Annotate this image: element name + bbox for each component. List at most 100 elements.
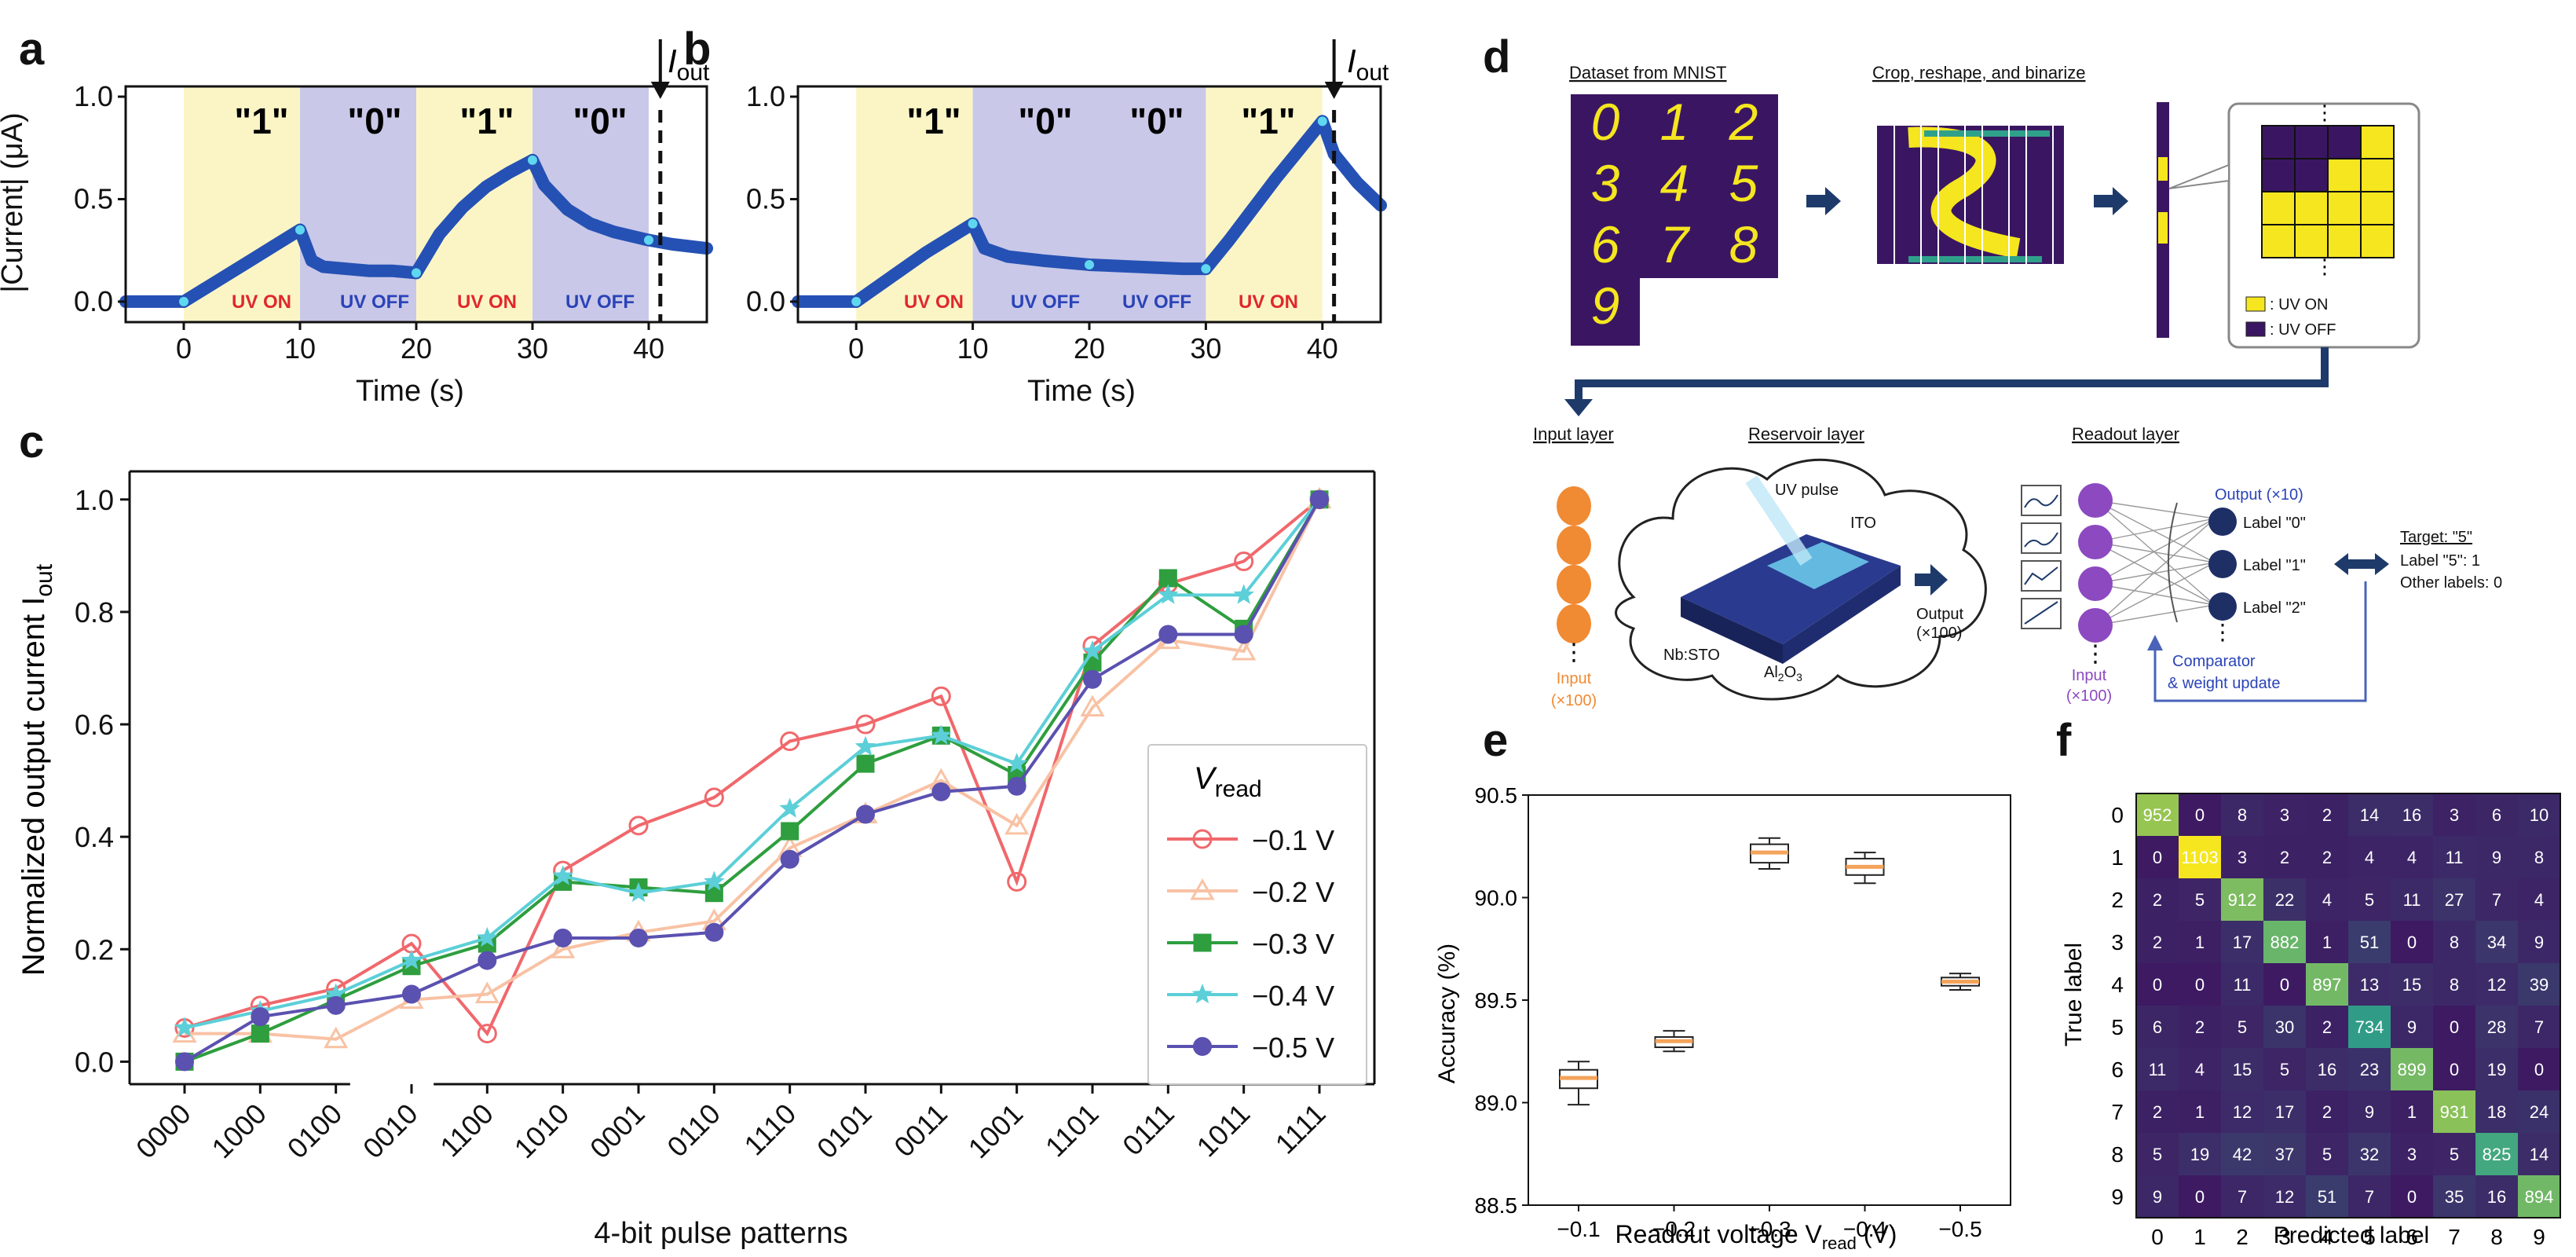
d-crop-window-2 <box>1937 115 1966 269</box>
f-cell-value: 2 <box>2322 805 2332 825</box>
f-cell-value: 7 <box>2365 1187 2374 1207</box>
f-cell <box>2263 1175 2306 1218</box>
f-y-tick-label: 7 <box>2111 1100 2124 1124</box>
d-input-count: (×100) <box>1551 692 1597 709</box>
panel-b-segment-labels: "1" "0" "0" "1" UV ON UV OFF UV OFF UV O… <box>904 101 1298 313</box>
a-uv-off-2: UV OFF <box>565 291 635 313</box>
f-cell <box>2348 878 2391 921</box>
mnist-digit-3: 3 <box>1591 154 1620 212</box>
e-box-2 <box>1654 1030 1694 1053</box>
panel-a-trace <box>119 153 713 308</box>
d-trace-thumb-line <box>2024 532 2058 548</box>
a-seg-label-3: "1" <box>459 101 514 141</box>
f-cell-value: 32 <box>2360 1145 2379 1164</box>
f-cell-value: 10 <box>2530 805 2549 825</box>
f-cell-value: 0 <box>2195 805 2205 825</box>
pulse-band-4 <box>532 86 649 322</box>
zoom-pixel <box>2294 224 2329 258</box>
f-cell-value: 4 <box>2407 848 2417 867</box>
mnist-digit-4: 4 <box>1660 154 1689 212</box>
f-cell <box>2306 921 2348 963</box>
pulse-edge-marker <box>294 223 306 236</box>
d-crop-window-4 <box>2025 115 2054 269</box>
a-ylabel: |Current| (μA) <box>0 112 29 293</box>
c-data-point <box>1007 776 1026 796</box>
x-tick-label: 1110 <box>737 1098 802 1162</box>
y-tick-label: 0.0 <box>746 285 785 317</box>
f-cell <box>2475 921 2518 963</box>
a-seg-label-1: "1" <box>234 101 288 141</box>
f-cell <box>2263 836 2306 878</box>
y-tick-label: 0.2 <box>75 933 114 966</box>
d-comparator-text: Comparator <box>2172 653 2256 670</box>
panel-b-current-trace: "1" "0" "0" "1" UV ON UV OFF UV OFF UV O… <box>746 39 1389 408</box>
panel-e-boxes <box>1559 837 1980 1106</box>
d-trace-thumb <box>2021 560 2062 592</box>
f-cell <box>2433 1090 2475 1133</box>
x-tick-label: 1011 <box>1191 1098 1257 1164</box>
f-cell-value: 14 <box>2530 1145 2549 1164</box>
e-box-3 <box>1750 837 1789 870</box>
f-cell <box>2433 878 2475 921</box>
f-cell <box>2179 1133 2221 1175</box>
c-data-point <box>628 815 649 836</box>
c-data-point <box>704 884 723 903</box>
c-data-point <box>1083 669 1102 689</box>
x-tick-label: 10 <box>957 332 989 365</box>
x-tick-label: 0101 <box>810 1098 878 1165</box>
d-input-layer-title: Input layer <box>1533 424 1614 444</box>
x-tick-label: 0011 <box>887 1098 953 1164</box>
f-cell <box>2179 1175 2221 1218</box>
d-flow-arrowhead-icon <box>1564 399 1593 416</box>
f-cell-value: 1 <box>2407 1102 2417 1122</box>
f-cell-value: 882 <box>2270 933 2300 952</box>
y-tick-label: 0.4 <box>75 821 114 853</box>
mnist-digit-9: 9 <box>1591 277 1620 335</box>
c-series-5 <box>175 489 1329 1072</box>
d-input-neuron <box>1557 604 1591 643</box>
f-cell-value: 19 <box>2487 1060 2506 1079</box>
x-tick-label: 40 <box>633 332 664 365</box>
panel-e-axes: 88.5 89.0 89.5 90.0 90.5 −0.1 −0.2 −0.3 −0.4 −0.5 <box>1475 783 2011 1241</box>
x-tick-label: 30 <box>517 332 548 365</box>
d-output-label-1: Label "1" <box>2243 557 2306 574</box>
f-cell <box>2348 1006 2391 1048</box>
c-legend-label: −0.4 V <box>1252 980 1334 1012</box>
f-cell-value: 19 <box>2190 1145 2209 1164</box>
d-nbsto-label: Nb:STO <box>1663 647 1720 664</box>
mnist-digit-0: 0 <box>1591 93 1620 151</box>
f-cell <box>2518 1006 2560 1048</box>
f-cell-value: 15 <box>2233 1060 2252 1079</box>
current-trace-line <box>792 115 1387 308</box>
d-readout-input-neuron <box>2078 566 2113 601</box>
panel-c-series <box>172 486 1332 1072</box>
d-arrow-1-icon <box>1806 187 1841 215</box>
c-data-point <box>551 936 576 958</box>
f-cell-value: 0 <box>2153 848 2162 867</box>
f-cell <box>2433 1048 2475 1090</box>
x-tick-label: −0.3 <box>1747 1217 1791 1241</box>
c-data-point <box>174 1017 196 1037</box>
d-flattened-on-1 <box>2158 157 2168 181</box>
d-digit-tiles: 0 1 2 3 4 5 6 7 8 9 <box>1591 93 1758 335</box>
f-cell-value: 1103 <box>2181 848 2218 867</box>
b-seg-label-4: "1" <box>1241 101 1295 141</box>
d-mnist-bg-2 <box>1571 278 1640 346</box>
f-cell-value: 894 <box>2525 1187 2554 1207</box>
f-cell-value: 18 <box>2487 1102 2506 1122</box>
f-cell-value: 3 <box>2280 805 2289 825</box>
c-data-point <box>931 724 952 745</box>
c-legend-marker <box>1191 984 1213 1004</box>
f-cell <box>2475 1006 2518 1048</box>
f-cell <box>2348 921 2391 963</box>
f-cell-value: 4 <box>2534 890 2544 910</box>
c-legend-label: −0.5 V <box>1252 1032 1334 1064</box>
f-cell <box>2306 1048 2348 1090</box>
c-legend-label: −0.3 V <box>1252 928 1334 960</box>
zoom-pixel <box>2360 125 2395 159</box>
pulse-edge-marker <box>177 295 190 308</box>
d-reservoir-output-count: (×100) <box>1916 625 1962 642</box>
panel-a-pulse-bands <box>184 86 649 322</box>
